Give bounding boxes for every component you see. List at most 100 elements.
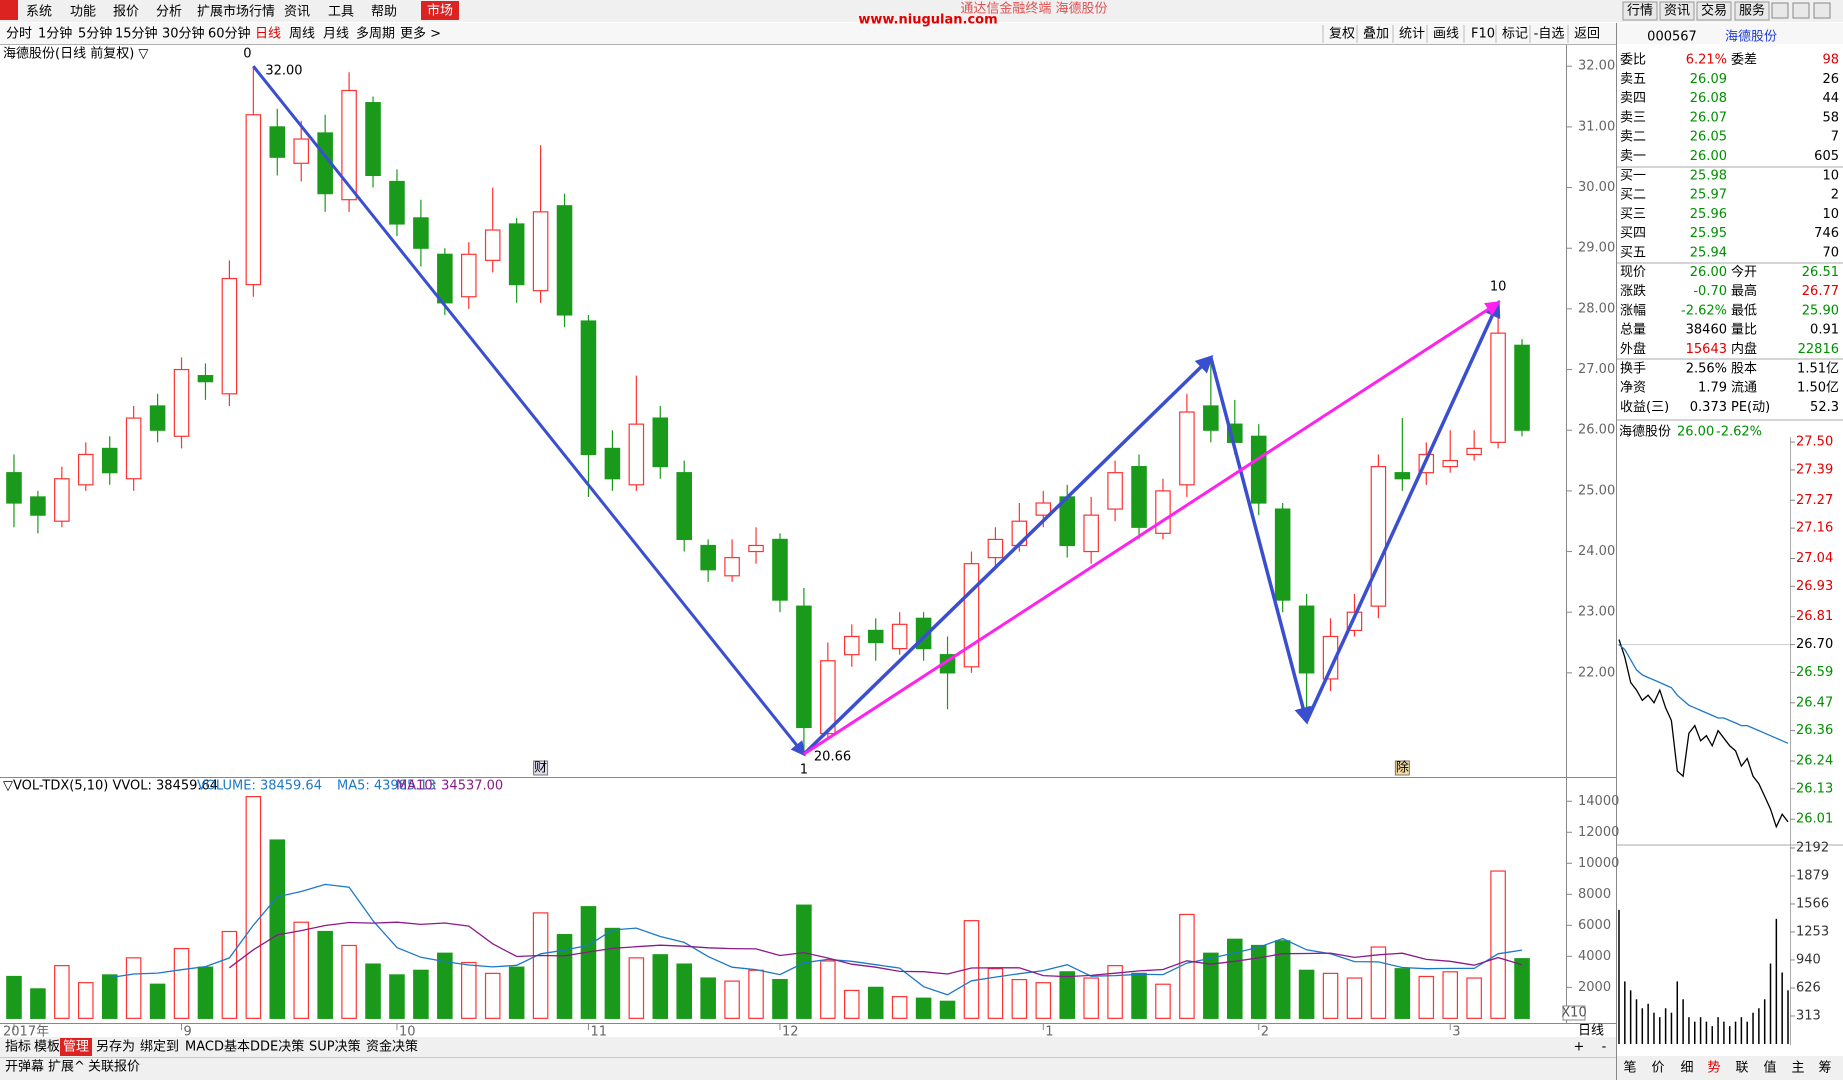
candle-body <box>149 405 166 431</box>
ask-volume: 26 <box>1822 72 1839 87</box>
side-tab[interactable]: 价 <box>1651 1061 1664 1076</box>
wave-label: 10 <box>1490 279 1507 294</box>
volume-bar <box>580 906 597 1019</box>
ask-price: 26.05 <box>1690 130 1727 145</box>
quote-label: PE(动) <box>1731 400 1770 415</box>
quote-value: 52.3 <box>1810 400 1839 415</box>
tool-button[interactable]: 叠加 <box>1363 27 1389 42</box>
volume-bar <box>556 934 573 1019</box>
top-button[interactable]: 交易 <box>1701 3 1727 19</box>
bottom-tab[interactable]: 资金决策 <box>366 1039 418 1055</box>
bottom-tab[interactable]: 开弹幕 <box>5 1060 44 1075</box>
candle-body <box>1490 332 1506 443</box>
side-tab[interactable]: 联 <box>1735 1061 1748 1076</box>
tool-button[interactable]: 复权 <box>1329 26 1355 42</box>
mini-change: -2.62% <box>1716 425 1762 440</box>
volume-bar <box>604 927 621 1019</box>
bottom-tab[interactable]: 绑定到 <box>140 1040 179 1055</box>
top-button-bg[interactable] <box>1659 1 1695 21</box>
ask-price: 26.09 <box>1690 72 1727 87</box>
period-tab[interactable]: 5分钟 <box>78 26 112 42</box>
menu-item[interactable]: 报价 <box>113 5 139 20</box>
menu-item[interactable]: 帮助 <box>371 5 397 20</box>
period-tab[interactable]: 15分钟 <box>115 26 158 42</box>
tool-button[interactable]: 画线 <box>1433 27 1459 42</box>
tool-button[interactable]: 标记 <box>1502 27 1528 42</box>
volume-bar <box>700 977 716 1019</box>
bottom-tab[interactable]: SUP决策 <box>309 1039 361 1055</box>
market-button-bg[interactable] <box>421 1 459 20</box>
menu-item[interactable]: 扩展市场行情 <box>197 4 275 20</box>
period-tab[interactable]: 60分钟 <box>208 26 251 42</box>
bottom-tab[interactable]: 关联报价 <box>88 1060 140 1075</box>
quote-value: 1.50亿 <box>1797 381 1839 396</box>
volume-bar <box>1226 938 1243 1019</box>
tool-button[interactable]: -自选 <box>1534 27 1565 42</box>
volume-bar <box>317 930 333 1019</box>
menu-item[interactable]: 工具 <box>328 5 354 20</box>
y-tick-label: 26.00 <box>1578 423 1615 438</box>
ma-line <box>109 883 1523 996</box>
top-button-bg[interactable] <box>1734 1 1770 21</box>
menu-item[interactable]: 分析 <box>156 5 182 20</box>
y-tick-label: 26.59 <box>1796 665 1833 680</box>
period-tab[interactable]: 月线 <box>323 27 349 42</box>
y-tick-label: 1879 <box>1796 868 1829 883</box>
top-button[interactable]: 资讯 <box>1664 4 1690 19</box>
volume-bar <box>389 974 405 1019</box>
top-button[interactable]: 服务 <box>1739 3 1765 19</box>
quote-value: 26.51 <box>1802 265 1839 280</box>
bottom-tab[interactable]: 指标 <box>5 1040 31 1055</box>
period-tab[interactable]: 1分钟 <box>38 26 72 42</box>
candle-body <box>867 629 884 644</box>
minimize-button[interactable] <box>1771 2 1789 19</box>
y-tick-label: 26.13 <box>1796 781 1833 796</box>
x-tick-label: 1 <box>1045 1025 1053 1040</box>
quote-label: 委差 <box>1731 53 1757 68</box>
menu-item[interactable]: 资讯 <box>284 5 310 20</box>
zoom-button[interactable]: + <box>1574 1040 1585 1055</box>
candle-body <box>1274 508 1291 601</box>
side-tab[interactable]: 细 <box>1680 1061 1693 1076</box>
bottom-tab[interactable]: 另存为 <box>96 1040 135 1055</box>
tool-button[interactable]: 统计 <box>1399 27 1425 42</box>
bottom-tab[interactable]: 模板 <box>34 1040 60 1055</box>
volume-bar <box>987 968 1004 1019</box>
zoom-button[interactable]: - <box>1602 1040 1607 1055</box>
side-tab[interactable]: 筹 <box>1818 1060 1831 1076</box>
y-tick-label: 14000 <box>1578 794 1619 809</box>
top-button-bg[interactable] <box>1696 1 1732 21</box>
side-tab[interactable]: 主 <box>1791 1061 1804 1076</box>
restore-button[interactable] <box>1792 2 1810 19</box>
period-tab[interactable]: 多周期 <box>356 26 395 42</box>
period-tab[interactable]: 30分钟 <box>162 26 205 42</box>
period-tab[interactable]: 日线 <box>255 27 281 42</box>
y-tick-label: 4000 <box>1578 949 1611 964</box>
candle-body <box>843 635 860 656</box>
period-tab[interactable]: 周线 <box>289 27 315 42</box>
menu-item[interactable]: 功能 <box>70 5 96 20</box>
bottom-tab[interactable]: 扩展^ <box>48 1060 85 1075</box>
ma-line <box>229 921 1523 978</box>
bottom-tab[interactable]: 管理 <box>63 1040 89 1055</box>
quote-label: 量比 <box>1731 323 1757 338</box>
period-tab[interactable]: 分时 <box>6 27 32 42</box>
menu-item[interactable]: 系统 <box>26 5 52 20</box>
top-button[interactable]: 行情 <box>1627 4 1653 19</box>
tool-button[interactable]: F10 <box>1471 27 1495 42</box>
tool-button[interactable]: 返回 <box>1574 27 1600 42</box>
close-button[interactable] <box>1813 2 1831 19</box>
y-tick-label: 27.39 <box>1796 462 1833 477</box>
volume-bar <box>1514 958 1530 1019</box>
side-tab[interactable]: 笔 <box>1623 1060 1636 1076</box>
top-button-bg[interactable] <box>1622 1 1658 21</box>
bottom-tab[interactable]: DDE决策 <box>250 1039 304 1055</box>
side-tab[interactable]: 势 <box>1707 1060 1720 1076</box>
market-button[interactable]: 市场 <box>427 3 453 19</box>
side-tab[interactable]: 值 <box>1763 1060 1776 1076</box>
period-tab[interactable]: 更多 > <box>400 26 441 42</box>
volume-bar <box>1442 971 1458 1019</box>
bottom-tab[interactable]: MACD基本 <box>185 1040 250 1055</box>
y-tick-label: 26.24 <box>1796 754 1833 769</box>
